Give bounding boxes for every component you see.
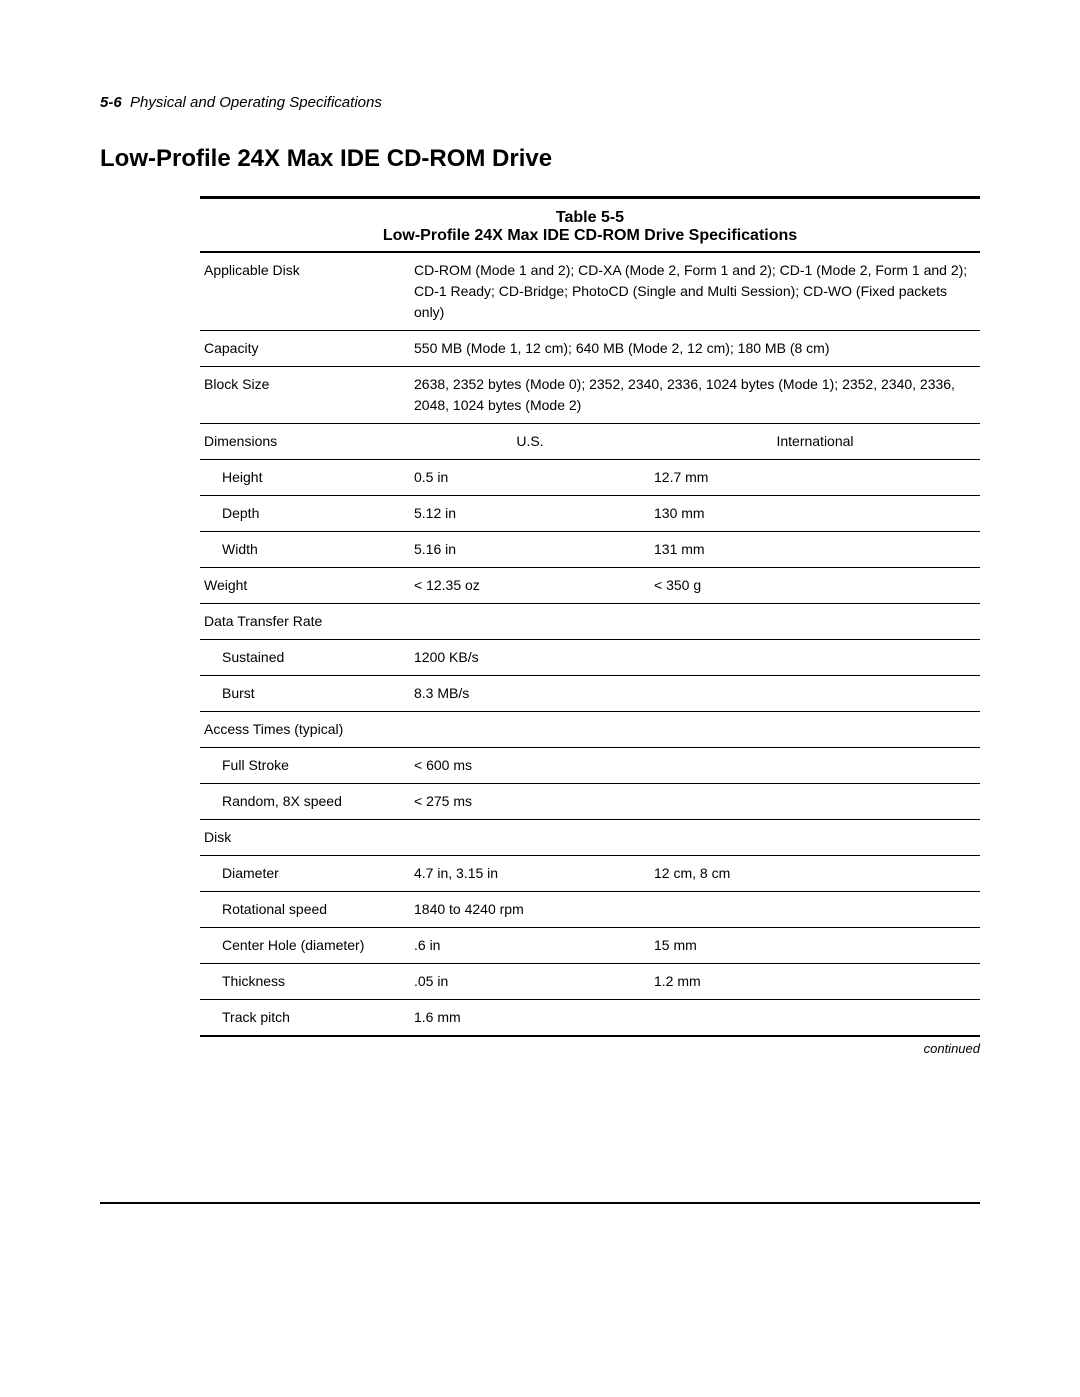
spec-value-us: .6 in <box>410 927 650 963</box>
spec-value-intl: 131 mm <box>650 531 980 567</box>
page-title: Low-Profile 24X Max IDE CD-ROM Drive <box>100 145 600 174</box>
spec-label: Center Hole (diameter) <box>200 927 410 963</box>
spec-table: Applicable DiskCD-ROM (Mode 1 and 2); CD… <box>200 253 980 1037</box>
spec-value: < 275 ms <box>410 783 980 819</box>
spec-label: Track pitch <box>200 999 410 1036</box>
spec-value-intl: 12 cm, 8 cm <box>650 855 980 891</box>
spec-value: 1200 KB/s <box>410 639 980 675</box>
table-row: Disk <box>200 819 980 855</box>
continued-label: continued <box>200 1041 980 1056</box>
spec-value: 550 MB (Mode 1, 12 cm); 640 MB (Mode 2, … <box>410 330 980 366</box>
spec-label: Depth <box>200 495 410 531</box>
table-row: Thickness.05 in1.2 mm <box>200 963 980 999</box>
spec-value-intl: 1.2 mm <box>650 963 980 999</box>
spec-value: 1.6 mm <box>410 999 980 1036</box>
spec-label: Data Transfer Rate <box>200 603 980 639</box>
section-title: Physical and Operating Specifications <box>130 94 382 111</box>
spec-label: Block Size <box>200 366 410 423</box>
spec-label: Disk <box>200 819 980 855</box>
spec-col-header-us: U.S. <box>410 423 650 459</box>
spec-value-intl: < 350 g <box>650 567 980 603</box>
page-header: 5-6 Physical and Operating Specification… <box>100 94 980 111</box>
spec-label: Sustained <box>200 639 410 675</box>
table-row: Random, 8X speed< 275 ms <box>200 783 980 819</box>
spec-value: < 600 ms <box>410 747 980 783</box>
table-row: Height0.5 in12.7 mm <box>200 459 980 495</box>
spec-label: Applicable Disk <box>200 253 410 331</box>
table-row: Access Times (typical) <box>200 711 980 747</box>
table-top-rule <box>200 196 980 199</box>
spec-value-us: 4.7 in, 3.15 in <box>410 855 650 891</box>
table-row: Diameter4.7 in, 3.15 in12 cm, 8 cm <box>200 855 980 891</box>
spec-value-intl: 15 mm <box>650 927 980 963</box>
table-row: Rotational speed1840 to 4240 rpm <box>200 891 980 927</box>
spec-label: Capacity <box>200 330 410 366</box>
table-row: Width5.16 in131 mm <box>200 531 980 567</box>
spec-table-body: Applicable DiskCD-ROM (Mode 1 and 2); CD… <box>200 253 980 1036</box>
spec-label: Rotational speed <box>200 891 410 927</box>
page-number: 5-6 <box>100 94 122 111</box>
table-caption: Table 5-5 Low-Profile 24X Max IDE CD-ROM… <box>200 209 980 245</box>
spec-value: CD-ROM (Mode 1 and 2); CD-XA (Mode 2, Fo… <box>410 253 980 331</box>
spec-value-intl: 12.7 mm <box>650 459 980 495</box>
spec-label: Height <box>200 459 410 495</box>
spec-value-us: .05 in <box>410 963 650 999</box>
spec-value: 2638, 2352 bytes (Mode 0); 2352, 2340, 2… <box>410 366 980 423</box>
table-caption-title: Low-Profile 24X Max IDE CD-ROM Drive Spe… <box>200 227 980 245</box>
spec-label: Access Times (typical) <box>200 711 980 747</box>
table-row: Capacity550 MB (Mode 1, 12 cm); 640 MB (… <box>200 330 980 366</box>
spec-label: Full Stroke <box>200 747 410 783</box>
spec-table-container: Table 5-5 Low-Profile 24X Max IDE CD-ROM… <box>200 196 980 1056</box>
table-row: Burst8.3 MB/s <box>200 675 980 711</box>
spec-value-us: 0.5 in <box>410 459 650 495</box>
spec-label: Thickness <box>200 963 410 999</box>
table-row: Sustained1200 KB/s <box>200 639 980 675</box>
table-row: Full Stroke< 600 ms <box>200 747 980 783</box>
spec-value-us: 5.12 in <box>410 495 650 531</box>
spec-label: Width <box>200 531 410 567</box>
table-row: Weight< 12.35 oz< 350 g <box>200 567 980 603</box>
table-caption-number: Table 5-5 <box>200 209 980 227</box>
spec-label: Dimensions <box>200 423 410 459</box>
table-row: DimensionsU.S.International <box>200 423 980 459</box>
table-row: Depth5.12 in130 mm <box>200 495 980 531</box>
spec-value: 1840 to 4240 rpm <box>410 891 980 927</box>
spec-value: 8.3 MB/s <box>410 675 980 711</box>
spec-value-us: 5.16 in <box>410 531 650 567</box>
table-row: Center Hole (diameter).6 in15 mm <box>200 927 980 963</box>
spec-value-intl: 130 mm <box>650 495 980 531</box>
table-row: Block Size2638, 2352 bytes (Mode 0); 235… <box>200 366 980 423</box>
spec-col-header-intl: International <box>650 423 980 459</box>
spec-label: Burst <box>200 675 410 711</box>
table-row: Track pitch1.6 mm <box>200 999 980 1036</box>
spec-label: Weight <box>200 567 410 603</box>
spec-label: Diameter <box>200 855 410 891</box>
table-row: Data Transfer Rate <box>200 603 980 639</box>
footer-rule <box>100 1202 980 1204</box>
spec-value-us: < 12.35 oz <box>410 567 650 603</box>
table-row: Applicable DiskCD-ROM (Mode 1 and 2); CD… <box>200 253 980 331</box>
spec-label: Random, 8X speed <box>200 783 410 819</box>
